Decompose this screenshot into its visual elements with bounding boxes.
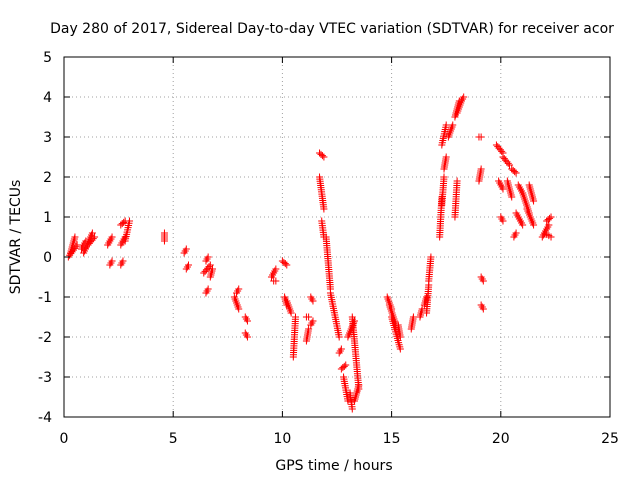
x-tick-label: 10 xyxy=(273,431,291,447)
x-tick-label: 25 xyxy=(601,431,619,447)
data-point xyxy=(547,213,555,221)
data-point xyxy=(335,333,343,341)
data-point xyxy=(530,221,538,229)
data-point xyxy=(453,177,461,185)
data-point xyxy=(120,218,128,226)
data-point xyxy=(499,185,507,193)
data-point xyxy=(235,285,243,293)
axis-ticks: 0 5 10 15 20 25 -4 -3 -2 -1 0 1 2 3 4 5 xyxy=(38,50,619,447)
y-axis-label: SDTVAR / TECUs xyxy=(8,180,24,295)
data-point xyxy=(287,309,295,317)
data-point xyxy=(292,313,300,321)
y-tick-label: 1 xyxy=(43,210,52,226)
data-point xyxy=(119,257,127,265)
data-point xyxy=(318,152,326,160)
data-point xyxy=(440,173,448,181)
data-point xyxy=(281,260,289,268)
data-point xyxy=(126,217,134,225)
data-point xyxy=(184,261,192,269)
x-tick-label: 20 xyxy=(492,431,510,447)
y-tick-label: 3 xyxy=(43,130,52,146)
data-point xyxy=(182,245,190,253)
data-point xyxy=(342,361,350,369)
data-point xyxy=(206,261,214,269)
data-point xyxy=(309,317,317,325)
data-point xyxy=(460,93,468,101)
chart-title: Day 280 of 2017, Sidereal Day-to-day VTE… xyxy=(50,21,614,37)
data-point xyxy=(305,325,313,333)
data-point xyxy=(348,405,356,413)
data-point xyxy=(479,305,487,313)
data-point xyxy=(89,235,97,243)
data-point xyxy=(546,214,554,222)
data-point xyxy=(442,153,450,161)
data-point xyxy=(320,153,328,161)
y-tick-label: 0 xyxy=(43,250,52,266)
data-point xyxy=(272,265,280,273)
data-point xyxy=(512,229,520,237)
data-point xyxy=(272,277,280,285)
data-point xyxy=(477,133,485,141)
data-point xyxy=(209,265,217,273)
y-tick-label: -4 xyxy=(38,410,52,426)
data-point xyxy=(499,217,507,225)
x-axis-label: GPS time / hours xyxy=(275,458,392,474)
plot-border xyxy=(63,56,611,418)
data-point xyxy=(91,233,99,241)
data-point xyxy=(508,193,516,201)
data-point xyxy=(235,305,243,313)
y-tick-label: -2 xyxy=(38,330,52,346)
data-point xyxy=(423,293,431,301)
data-point xyxy=(545,221,553,229)
data-point xyxy=(305,313,313,321)
data-point xyxy=(504,159,512,167)
data-point xyxy=(477,165,485,173)
data-point xyxy=(340,362,348,370)
y-tick-label: 2 xyxy=(43,170,52,186)
x-tick-label: 5 xyxy=(169,431,178,447)
data-point xyxy=(320,205,328,213)
y-tick-label: -1 xyxy=(38,290,52,306)
data-point xyxy=(409,313,417,321)
data-point xyxy=(243,333,251,341)
data-point xyxy=(396,333,404,341)
data-point xyxy=(243,317,251,325)
data-marks xyxy=(64,93,555,413)
data-point xyxy=(88,229,96,237)
data-point xyxy=(350,317,358,325)
data-point xyxy=(309,297,317,305)
data-point xyxy=(204,253,212,261)
data-point xyxy=(355,381,363,389)
data-point xyxy=(511,168,519,176)
data-point xyxy=(108,257,116,265)
y-tick-label: 5 xyxy=(43,50,52,66)
x-tick-label: 15 xyxy=(383,431,401,447)
x-tick-label: 0 xyxy=(60,431,69,447)
data-point xyxy=(204,285,212,293)
y-tick-label: 4 xyxy=(43,90,52,106)
data-point xyxy=(506,161,514,169)
data-point xyxy=(519,221,527,229)
grid-layer xyxy=(64,57,610,417)
data-point xyxy=(160,229,168,237)
data-point xyxy=(512,169,520,177)
data-point xyxy=(479,277,487,285)
data-point xyxy=(530,197,538,205)
data-point xyxy=(283,261,291,269)
data-point xyxy=(547,233,555,241)
data-point xyxy=(396,345,404,353)
data-point xyxy=(71,233,79,241)
data-point xyxy=(108,233,116,241)
data-point xyxy=(337,345,345,353)
data-point xyxy=(498,147,506,155)
data-point xyxy=(442,121,450,129)
data-point xyxy=(427,253,435,261)
y-tick-label: -3 xyxy=(38,370,52,386)
data-point xyxy=(449,121,457,129)
